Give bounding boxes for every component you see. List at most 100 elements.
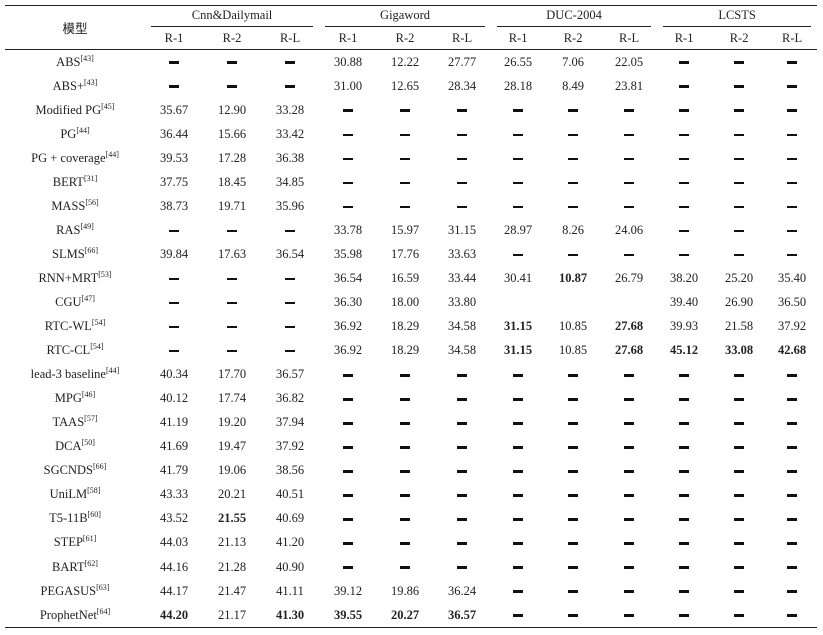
- dash-icon: [734, 181, 745, 185]
- score-cell: 39.93: [670, 319, 699, 334]
- dash-icon: [734, 470, 745, 473]
- dash-icon: [568, 470, 579, 473]
- score-cell: 43.33: [159, 487, 189, 502]
- dash-icon: [400, 566, 411, 569]
- score-cell: 31.15: [504, 319, 533, 334]
- dash-icon: [457, 542, 468, 545]
- empty-value-cell: [145, 74, 203, 98]
- citation-ref: [54]: [90, 342, 104, 352]
- dash-icon: [568, 181, 579, 185]
- dash-icon: [169, 61, 179, 64]
- empty-value-cell: [319, 531, 377, 555]
- score-cell: 17.63: [217, 246, 247, 261]
- empty-value-cell: [145, 290, 203, 314]
- score-cell: 28.34: [447, 78, 477, 93]
- table-row: RTC-CL[54] 36.92 18.29 34.58 31.15 10.85 27.68…: [5, 339, 817, 363]
- model-name-cell: PG[44]: [5, 122, 145, 146]
- dash-icon: [457, 494, 468, 497]
- empty-value-cell: [203, 218, 261, 242]
- table-row: lead-3 baseline[44] 40.34 17.70 36.57: [5, 363, 817, 387]
- dash-icon: [457, 470, 468, 473]
- model-name-cell: BART[62]: [5, 555, 145, 579]
- empty-value-cell: [261, 74, 319, 98]
- score-cell: 36.57: [275, 367, 305, 382]
- empty-value-cell: [711, 579, 767, 603]
- model-name-cell: MASS[56]: [5, 194, 145, 218]
- model-name: lead-3 baseline: [30, 367, 106, 382]
- dash-icon: [679, 157, 690, 161]
- score-cell: 36.38: [275, 150, 305, 165]
- empty-value-cell: [601, 146, 657, 170]
- score-cell: 40.12: [159, 391, 189, 406]
- score-cell: 20.21: [217, 487, 247, 502]
- score-cell: 36.30: [333, 294, 363, 309]
- empty-value-cell: [657, 363, 711, 387]
- dash-icon: [285, 85, 296, 88]
- metric-header: R-2: [711, 28, 768, 50]
- score-cell: 36.57: [433, 603, 492, 629]
- table-header: 模型 Cnn&Dailymail Gigaword DUC-2004 LCSTS…: [5, 5, 818, 50]
- dash-icon: [734, 157, 745, 161]
- dash-icon: [513, 614, 524, 617]
- dash-icon: [734, 205, 745, 209]
- empty-value-cell: [319, 459, 377, 483]
- dash-icon: [679, 446, 690, 449]
- metric-header: R-L: [433, 28, 492, 50]
- citation-ref: [60]: [87, 510, 101, 520]
- score-cell: 8.26: [562, 222, 584, 237]
- dash-icon: [624, 422, 635, 425]
- score-cell: 12.90: [217, 102, 247, 117]
- empty-value-cell: [657, 387, 711, 411]
- dash-icon: [169, 277, 179, 281]
- dash-icon: [513, 133, 524, 137]
- citation-ref: [46]: [81, 390, 96, 400]
- empty-value-cell: [545, 363, 601, 387]
- citation-ref: [64]: [96, 606, 111, 616]
- dash-icon: [679, 181, 690, 185]
- dash-icon: [787, 470, 798, 473]
- model-name-cell: ProphetNet[64]: [5, 603, 145, 629]
- group-header-cnn-dailymail: Cnn&Dailymail: [145, 5, 320, 28]
- empty-value-cell: [491, 507, 545, 531]
- dash-icon: [787, 446, 798, 449]
- dash-icon: [513, 542, 524, 545]
- dash-icon: [513, 374, 524, 377]
- empty-value-cell: [377, 363, 433, 387]
- score-cell: 12.65: [390, 78, 420, 93]
- model-name-cell: PG + coverage[44]: [5, 146, 145, 170]
- dash-icon: [568, 566, 579, 569]
- empty-value-cell: [767, 435, 817, 459]
- dash-icon: [624, 133, 635, 137]
- model-name: SGCNDS: [43, 463, 93, 478]
- dash-icon: [734, 374, 745, 377]
- empty-value-cell: [601, 459, 657, 483]
- empty-value-cell: [767, 74, 817, 98]
- score-cell: 23.81: [615, 78, 644, 93]
- score-cell: 24.06: [615, 222, 644, 237]
- score-cell: 35.40: [778, 270, 807, 285]
- model-name: ABS+: [52, 78, 85, 93]
- score-cell: 27.68: [615, 319, 644, 334]
- empty-value-cell: [711, 122, 767, 146]
- empty-value-cell: [601, 387, 657, 411]
- model-name-cell: ABS+[43]: [5, 74, 145, 98]
- score-cell: 10.87: [559, 270, 588, 285]
- score-cell: 17.74: [217, 391, 247, 406]
- empty-value-cell: [433, 555, 491, 579]
- score-cell: 40.69: [275, 511, 305, 526]
- dash-icon: [568, 374, 579, 377]
- empty-value-cell: [545, 555, 601, 579]
- model-name: BERT: [52, 174, 84, 189]
- metric-header: R-L: [261, 28, 320, 50]
- score-cell: 33.08: [725, 343, 754, 358]
- dash-icon: [568, 398, 579, 401]
- empty-value-cell: [601, 170, 657, 194]
- empty-value-cell: [433, 411, 491, 435]
- dash-icon: [679, 61, 690, 64]
- dash-icon: [169, 325, 179, 329]
- model-name: ABS: [56, 54, 81, 69]
- dash-icon: [624, 590, 635, 593]
- empty-value-cell: [261, 218, 319, 242]
- table-row: SGCNDS[66] 41.79 19.06 38.56: [5, 459, 817, 483]
- dash-icon: [679, 494, 690, 497]
